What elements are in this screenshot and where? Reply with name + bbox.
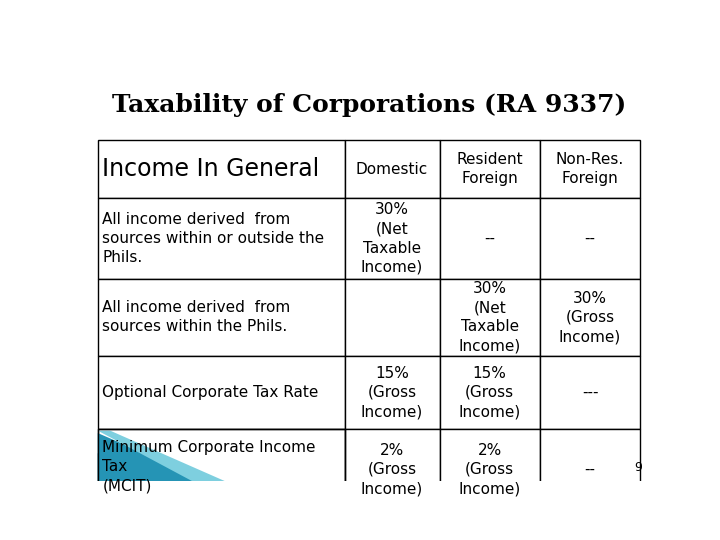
Bar (439, 356, 540, 429)
Bar (540, 429, 640, 510)
Polygon shape (98, 433, 276, 510)
Text: Domestic: Domestic (356, 161, 428, 177)
Bar (439, 429, 540, 510)
Bar (439, 140, 540, 198)
Bar (345, 279, 439, 356)
Bar (98, 356, 345, 429)
Text: 15%
(Gross
Income): 15% (Gross Income) (459, 366, 521, 419)
Bar (345, 140, 439, 198)
Bar (98, 279, 345, 356)
Text: 2%
(Gross
Income): 2% (Gross Income) (361, 443, 423, 496)
Text: All income derived  from
sources within the Phils.: All income derived from sources within t… (102, 300, 291, 334)
Text: 30%
(Net
Taxable
Income): 30% (Net Taxable Income) (361, 202, 423, 275)
Bar (540, 279, 640, 356)
Text: Resident
Foreign: Resident Foreign (456, 152, 523, 186)
Polygon shape (98, 453, 221, 510)
Text: --: -- (585, 462, 595, 477)
Bar (345, 356, 439, 429)
Text: --: -- (485, 231, 495, 246)
Text: Minimum Corporate Income
Tax
(MCIT): Minimum Corporate Income Tax (MCIT) (102, 440, 316, 493)
Bar (345, 198, 439, 279)
Text: 30%
(Net
Taxable
Income): 30% (Net Taxable Income) (459, 281, 521, 354)
Text: 9: 9 (634, 462, 642, 475)
Bar (540, 356, 640, 429)
Text: 2%
(Gross
Income): 2% (Gross Income) (459, 443, 521, 496)
Text: --: -- (585, 231, 595, 246)
Text: Income In General: Income In General (102, 157, 320, 181)
Bar (98, 140, 345, 198)
Text: Taxability of Corporations (RA 9337): Taxability of Corporations (RA 9337) (112, 93, 626, 117)
Text: All income derived  from
sources within or outside the
Phils.: All income derived from sources within o… (102, 212, 325, 265)
Text: 15%
(Gross
Income): 15% (Gross Income) (361, 366, 423, 419)
Polygon shape (98, 430, 290, 510)
Text: Optional Corporate Tax Rate: Optional Corporate Tax Rate (102, 385, 319, 400)
Bar (98, 429, 345, 510)
Bar (98, 198, 345, 279)
Bar (439, 198, 540, 279)
Text: ---: --- (582, 385, 598, 400)
Text: Non-Res.
Foreign: Non-Res. Foreign (556, 152, 624, 186)
Bar (98, 429, 345, 510)
Bar (540, 198, 640, 279)
Bar (540, 140, 640, 198)
Text: 30%
(Gross
Income): 30% (Gross Income) (559, 291, 621, 344)
Bar (439, 279, 540, 356)
Bar (345, 429, 439, 510)
